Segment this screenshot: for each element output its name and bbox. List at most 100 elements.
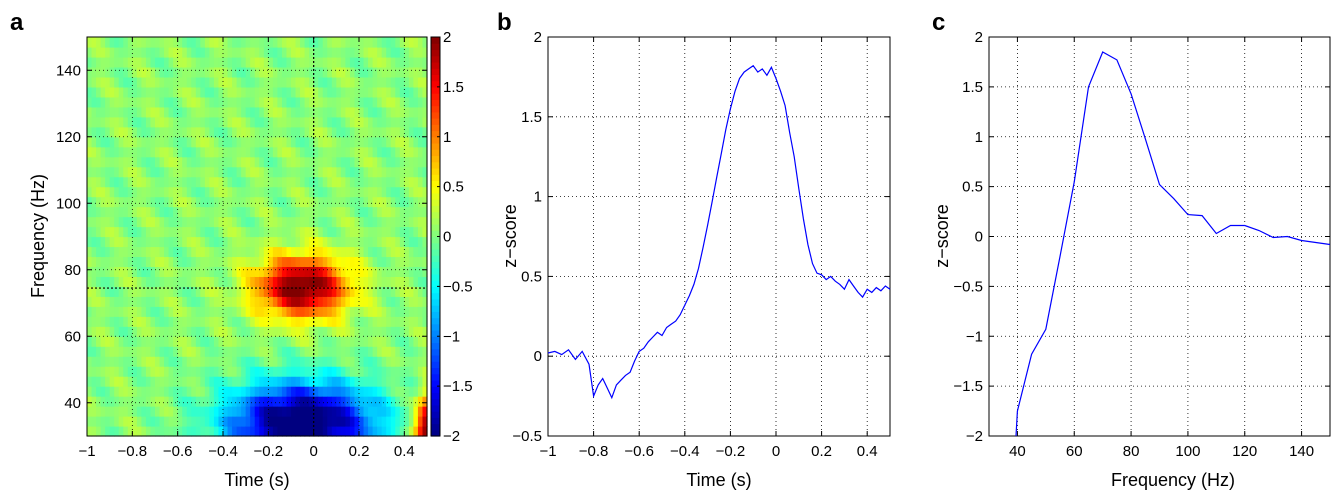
heatmap-cell xyxy=(164,236,170,248)
heatmap-cell xyxy=(336,346,342,357)
panel-b-xtick-label: −0.2 xyxy=(716,443,746,460)
heatmap-cell xyxy=(173,126,179,138)
colorbar-swatch xyxy=(431,311,440,319)
heatmap-cell xyxy=(399,186,405,198)
heatmap-cell xyxy=(417,376,424,387)
heatmap-cell xyxy=(363,396,369,407)
heatmap-cell xyxy=(118,46,124,58)
heatmap-cell xyxy=(381,316,387,327)
heatmap-cell xyxy=(322,96,328,108)
heatmap-cell xyxy=(114,46,120,58)
heatmap-cell xyxy=(223,76,229,88)
heatmap-cell xyxy=(349,386,356,397)
heatmap-cell xyxy=(381,406,387,417)
heatmap-cell xyxy=(399,66,405,78)
heatmap-cell xyxy=(345,116,351,128)
heatmap-cell xyxy=(327,406,333,417)
heatmap-cell xyxy=(223,416,229,427)
heatmap-cell xyxy=(363,76,369,88)
heatmap-cell xyxy=(227,256,233,268)
heatmap-cell xyxy=(127,56,133,68)
heatmap-cell xyxy=(286,286,292,297)
heatmap-cell xyxy=(286,296,292,307)
heatmap-cell xyxy=(286,56,292,68)
heatmap-cell xyxy=(91,406,97,417)
heatmap-cell xyxy=(159,316,165,327)
heatmap-cell xyxy=(399,256,405,268)
heatmap-cell xyxy=(313,366,319,377)
heatmap-cell xyxy=(318,296,324,307)
heatmap-cell xyxy=(413,416,419,427)
heatmap-cell xyxy=(381,376,387,387)
heatmap-cell xyxy=(417,116,424,128)
heatmap-cell xyxy=(227,346,233,357)
heatmap-cell xyxy=(182,116,188,128)
heatmap-cell xyxy=(114,346,120,357)
heatmap-cell xyxy=(372,156,378,168)
heatmap-cell xyxy=(354,37,360,48)
heatmap-cell xyxy=(213,76,220,88)
heatmap-cell xyxy=(213,276,220,287)
heatmap-cell xyxy=(191,186,197,198)
heatmap-cell xyxy=(127,246,133,258)
heatmap-cell xyxy=(368,306,374,317)
heatmap-cell xyxy=(218,106,224,118)
heatmap-cell xyxy=(186,316,192,327)
heatmap-cell xyxy=(155,46,161,58)
heatmap-cell xyxy=(213,216,220,228)
heatmap-cell xyxy=(345,286,351,297)
heatmap-cell xyxy=(118,306,124,317)
heatmap-cell xyxy=(241,426,247,437)
heatmap-cell xyxy=(91,296,97,307)
heatmap-cell xyxy=(232,166,238,178)
heatmap-cell xyxy=(372,126,378,138)
heatmap-cell xyxy=(286,146,292,158)
heatmap-cell xyxy=(331,406,337,417)
heatmap-cell xyxy=(413,76,419,88)
heatmap-cell xyxy=(309,196,315,208)
heatmap-cell xyxy=(363,406,369,417)
heatmap-cell xyxy=(223,356,229,367)
heatmap-cell xyxy=(263,86,269,98)
heatmap-cell xyxy=(213,386,220,397)
heatmap-cell xyxy=(309,296,315,307)
heatmap-cell xyxy=(291,226,297,238)
heatmap-cell xyxy=(304,236,310,248)
heatmap-cell xyxy=(200,116,206,128)
heatmap-cell xyxy=(259,406,265,417)
heatmap-cell xyxy=(209,106,215,118)
colorbar-swatch xyxy=(431,155,440,163)
heatmap-cell xyxy=(417,126,424,138)
heatmap-cell xyxy=(96,296,102,307)
heatmap-cell xyxy=(386,236,392,248)
heatmap-cell xyxy=(254,416,260,427)
heatmap-cell xyxy=(254,326,260,337)
heatmap-cell xyxy=(368,86,374,98)
heatmap-cell xyxy=(173,326,179,337)
heatmap-cell xyxy=(96,46,102,58)
heatmap-cell xyxy=(286,406,292,417)
heatmap-cell xyxy=(245,256,251,268)
heatmap-cell xyxy=(386,166,392,178)
heatmap-cell xyxy=(395,66,401,78)
heatmap-cell xyxy=(123,37,129,48)
heatmap-cell xyxy=(408,206,414,218)
heatmap-cell xyxy=(204,166,210,178)
heatmap-cell xyxy=(223,166,229,178)
heatmap-cell xyxy=(408,276,414,287)
heatmap-cell xyxy=(349,246,356,258)
heatmap-cell xyxy=(345,326,351,337)
heatmap-cell xyxy=(209,216,215,228)
heatmap-cell xyxy=(259,366,265,377)
heatmap-cell xyxy=(96,146,102,158)
heatmap-cell xyxy=(313,206,319,218)
heatmap-cell xyxy=(272,46,278,58)
heatmap-cell xyxy=(105,376,111,387)
heatmap-cell xyxy=(331,56,337,68)
heatmap-cell xyxy=(263,176,269,188)
heatmap-cell xyxy=(218,346,224,357)
heatmap-cell xyxy=(232,106,238,118)
heatmap-cell xyxy=(349,196,356,208)
heatmap-cell xyxy=(377,196,383,208)
